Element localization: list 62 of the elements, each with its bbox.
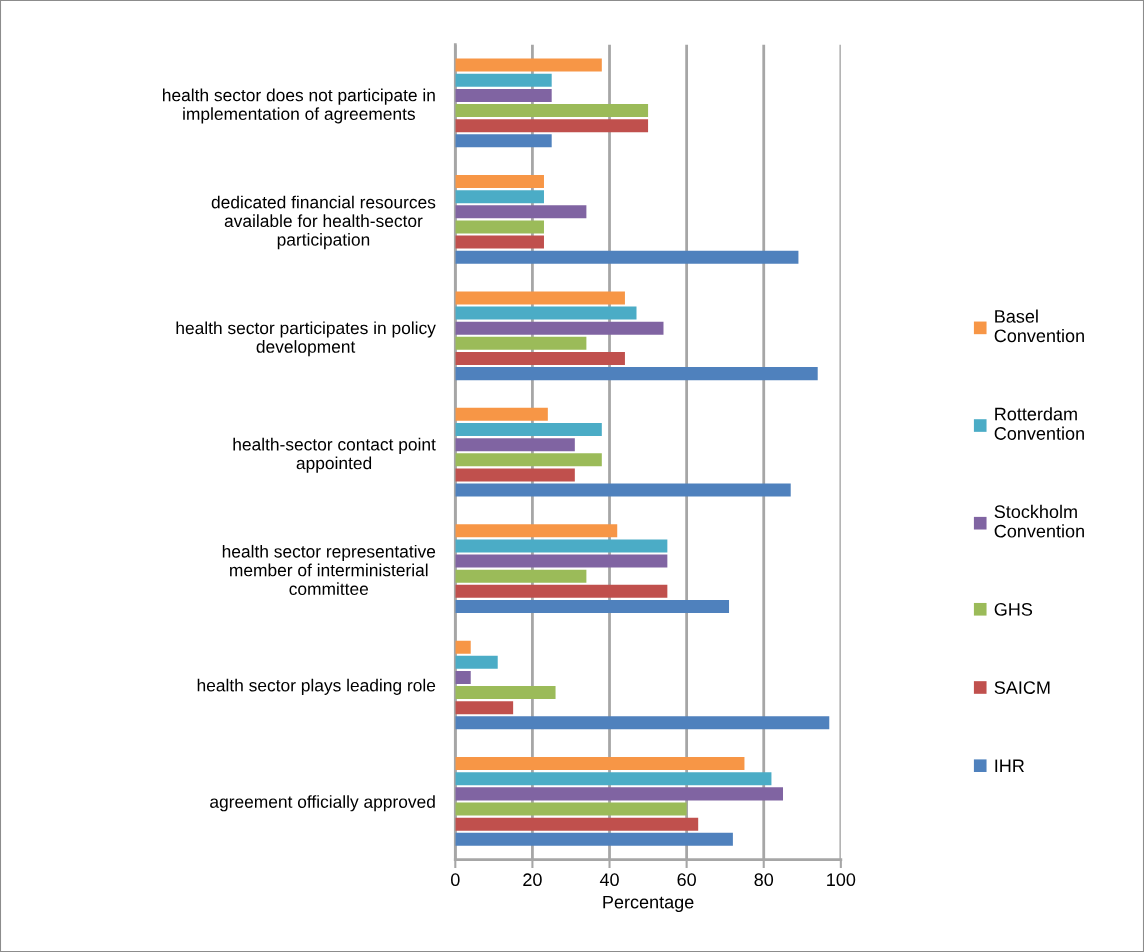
bar <box>455 422 602 437</box>
bar <box>455 802 687 816</box>
bar <box>455 817 699 831</box>
bar <box>455 321 664 335</box>
bar <box>455 670 471 684</box>
bar <box>455 104 649 118</box>
bar <box>455 539 668 553</box>
bar <box>455 716 830 730</box>
bar <box>455 686 556 700</box>
bar <box>455 336 587 350</box>
y-tick-label: health sector participates in policy development <box>176 321 436 357</box>
bar <box>455 119 649 133</box>
bar <box>455 134 552 148</box>
bar <box>455 250 799 264</box>
bar <box>455 468 575 482</box>
legend-label: Basel Convention <box>994 309 1084 343</box>
bar <box>455 58 602 72</box>
x-tick-label: 100 <box>827 873 856 887</box>
y-tick-label: health-sector contact point appointed <box>233 437 436 473</box>
x-tick-label: 40 <box>599 873 619 887</box>
x-tick-label: 80 <box>754 873 774 887</box>
bar <box>455 367 818 381</box>
bar <box>455 787 784 801</box>
bar <box>455 655 498 669</box>
legend-label: Stockholm Convention <box>994 504 1084 538</box>
bar <box>455 569 587 583</box>
bar <box>455 235 544 249</box>
y-tick-label: health sector does not participate in implementation of agreements <box>163 88 435 124</box>
x-axis-title: Percentage <box>603 895 694 913</box>
y-tick-label: health sector representative member of interministerial committee <box>222 544 436 596</box>
bar <box>455 175 544 189</box>
x-tick-label: 60 <box>677 873 696 887</box>
bar <box>455 757 745 771</box>
bar <box>455 306 637 320</box>
bar <box>455 220 544 234</box>
y-tick-label: agreement officially approved <box>210 795 435 812</box>
bar <box>455 483 791 497</box>
bar <box>455 88 552 102</box>
x-tick-label: 0 <box>451 873 460 887</box>
legend-label: GHS <box>994 602 1033 616</box>
bar <box>455 205 587 219</box>
bar <box>455 832 733 846</box>
bar <box>455 554 668 568</box>
bar <box>455 772 772 786</box>
bar <box>455 190 544 204</box>
bar <box>455 599 730 613</box>
legend-label: SAICM <box>994 681 1050 694</box>
bar <box>455 73 552 87</box>
legend-label: Rotterdam Convention <box>994 407 1084 440</box>
y-tick-label: health sector plays leading role <box>197 678 436 695</box>
bar <box>455 701 514 715</box>
bar <box>455 407 548 421</box>
legend-label: IHR <box>995 759 1025 773</box>
y-tick-label: dedicated financial resources available for health-sector participation <box>211 195 436 250</box>
bar <box>455 640 471 654</box>
bar <box>455 291 625 305</box>
bar <box>455 438 575 452</box>
bar <box>455 351 625 365</box>
bar <box>455 524 618 538</box>
bar <box>455 453 602 467</box>
x-tick-label: 20 <box>523 873 542 887</box>
bar <box>455 584 668 598</box>
